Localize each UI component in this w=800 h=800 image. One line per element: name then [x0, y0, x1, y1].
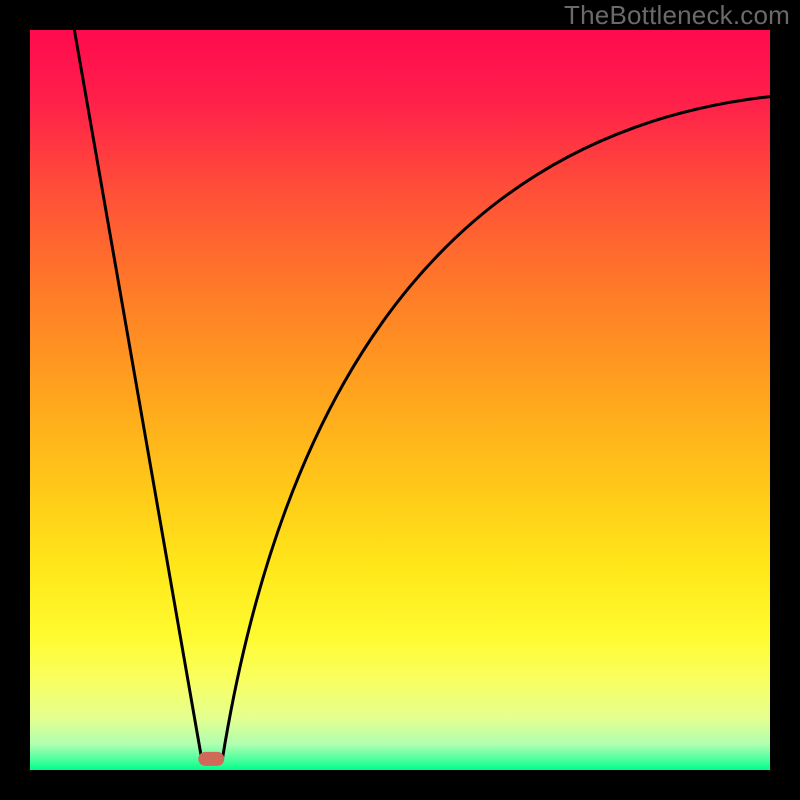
optimum-marker	[198, 752, 224, 766]
watermark-text: TheBottleneck.com	[564, 0, 790, 31]
bottleneck-chart	[0, 0, 800, 800]
chart-container: TheBottleneck.com	[0, 0, 800, 800]
plot-background	[30, 30, 770, 770]
